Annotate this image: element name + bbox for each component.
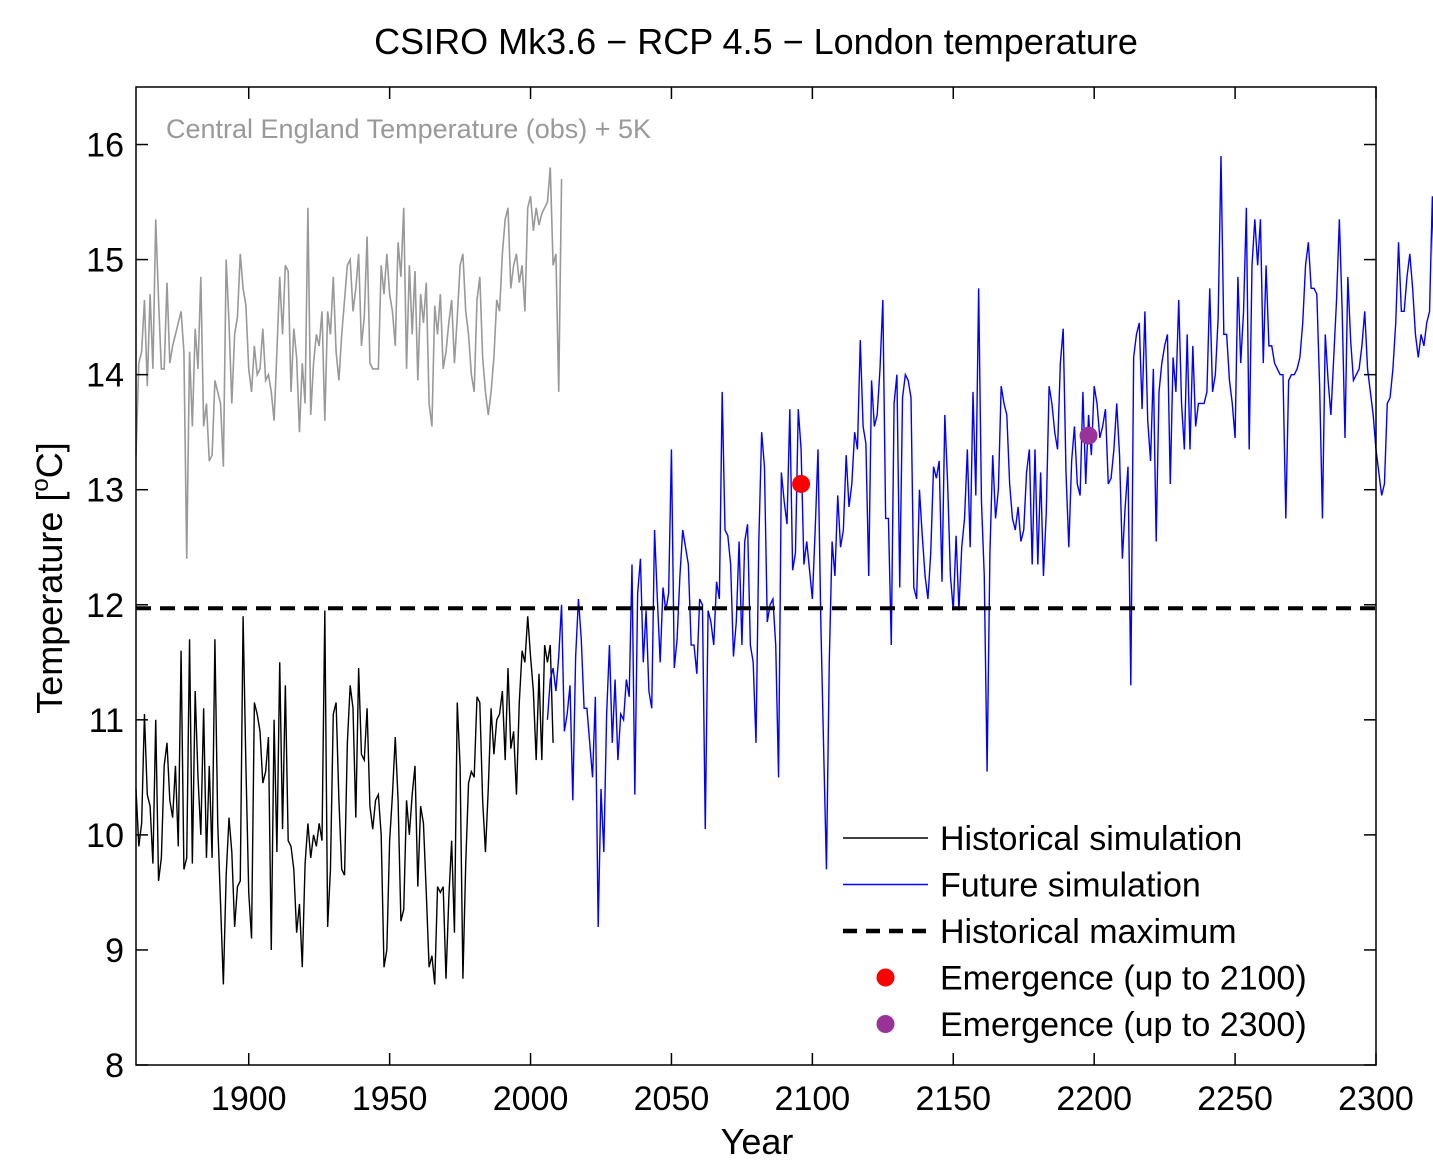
y-axis-label-unit: C] <box>29 442 70 478</box>
y-axis-label: Temperature [oC] <box>27 442 70 713</box>
x-tick-label: 2300 <box>1338 1080 1414 1118</box>
legend: Historical simulation Future simulation Hi… <box>843 820 1307 1044</box>
y-axis-label-main: Temperature [ <box>29 492 70 714</box>
series-layer <box>135 156 1433 985</box>
x-tick-label: 2150 <box>915 1080 991 1118</box>
x-axis-label: Year <box>721 1121 794 1162</box>
y-tick-label: 16 <box>86 127 124 165</box>
plot-frame <box>136 87 1376 1065</box>
y-tick-label: 8 <box>105 1047 124 1085</box>
x-tick-label: 2000 <box>493 1080 569 1118</box>
obs-annotation: Central England Temperature (obs) + 5K <box>166 114 651 144</box>
plot-area: 1900 1950 2000 2050 2100 2150 2200 2250 2300 8 9 10… <box>86 86 1433 1118</box>
legend-label: Historical simulation <box>940 820 1242 858</box>
y-tick-label: 9 <box>105 932 124 970</box>
x-tick-label: 1950 <box>352 1080 428 1118</box>
y-tick-label: 10 <box>86 817 124 855</box>
series-line-observed <box>135 167 563 559</box>
emergence-2100-point <box>792 474 811 493</box>
series-line-future <box>546 156 1433 927</box>
legend-label: Future simulation <box>940 867 1201 905</box>
plot-border <box>135 86 1377 1066</box>
ticks-layer: 1900 1950 2000 2050 2100 2150 2200 2250 2300 8 9 10… <box>86 87 1414 1118</box>
x-tick-label: 2200 <box>1056 1080 1132 1118</box>
legend-label: Emergence (up to 2100) <box>940 960 1307 998</box>
series-line-historical <box>135 610 554 985</box>
y-tick-label: 15 <box>86 242 124 280</box>
x-tick-label: 1900 <box>211 1080 287 1118</box>
chart-title: CSIRO Mk3.6 − RCP 4.5 − London temperatu… <box>374 21 1138 62</box>
y-tick-label: 14 <box>86 357 124 395</box>
legend-label: Emergence (up to 2300) <box>940 1006 1307 1044</box>
legend-swatch <box>876 1015 895 1033</box>
legend-swatch <box>876 968 895 987</box>
x-tick-label: 2050 <box>634 1080 710 1118</box>
legend-label: Historical maximum <box>940 913 1237 951</box>
x-tick-label: 2250 <box>1197 1080 1273 1118</box>
y-tick-label: 11 <box>89 702 124 740</box>
x-tick-label: 2100 <box>775 1080 851 1118</box>
emergence-2300-point <box>1079 426 1098 445</box>
y-tick-label: 13 <box>86 472 124 510</box>
y-tick-label: 12 <box>86 587 124 625</box>
y-axis-label-sup: o <box>27 478 54 491</box>
